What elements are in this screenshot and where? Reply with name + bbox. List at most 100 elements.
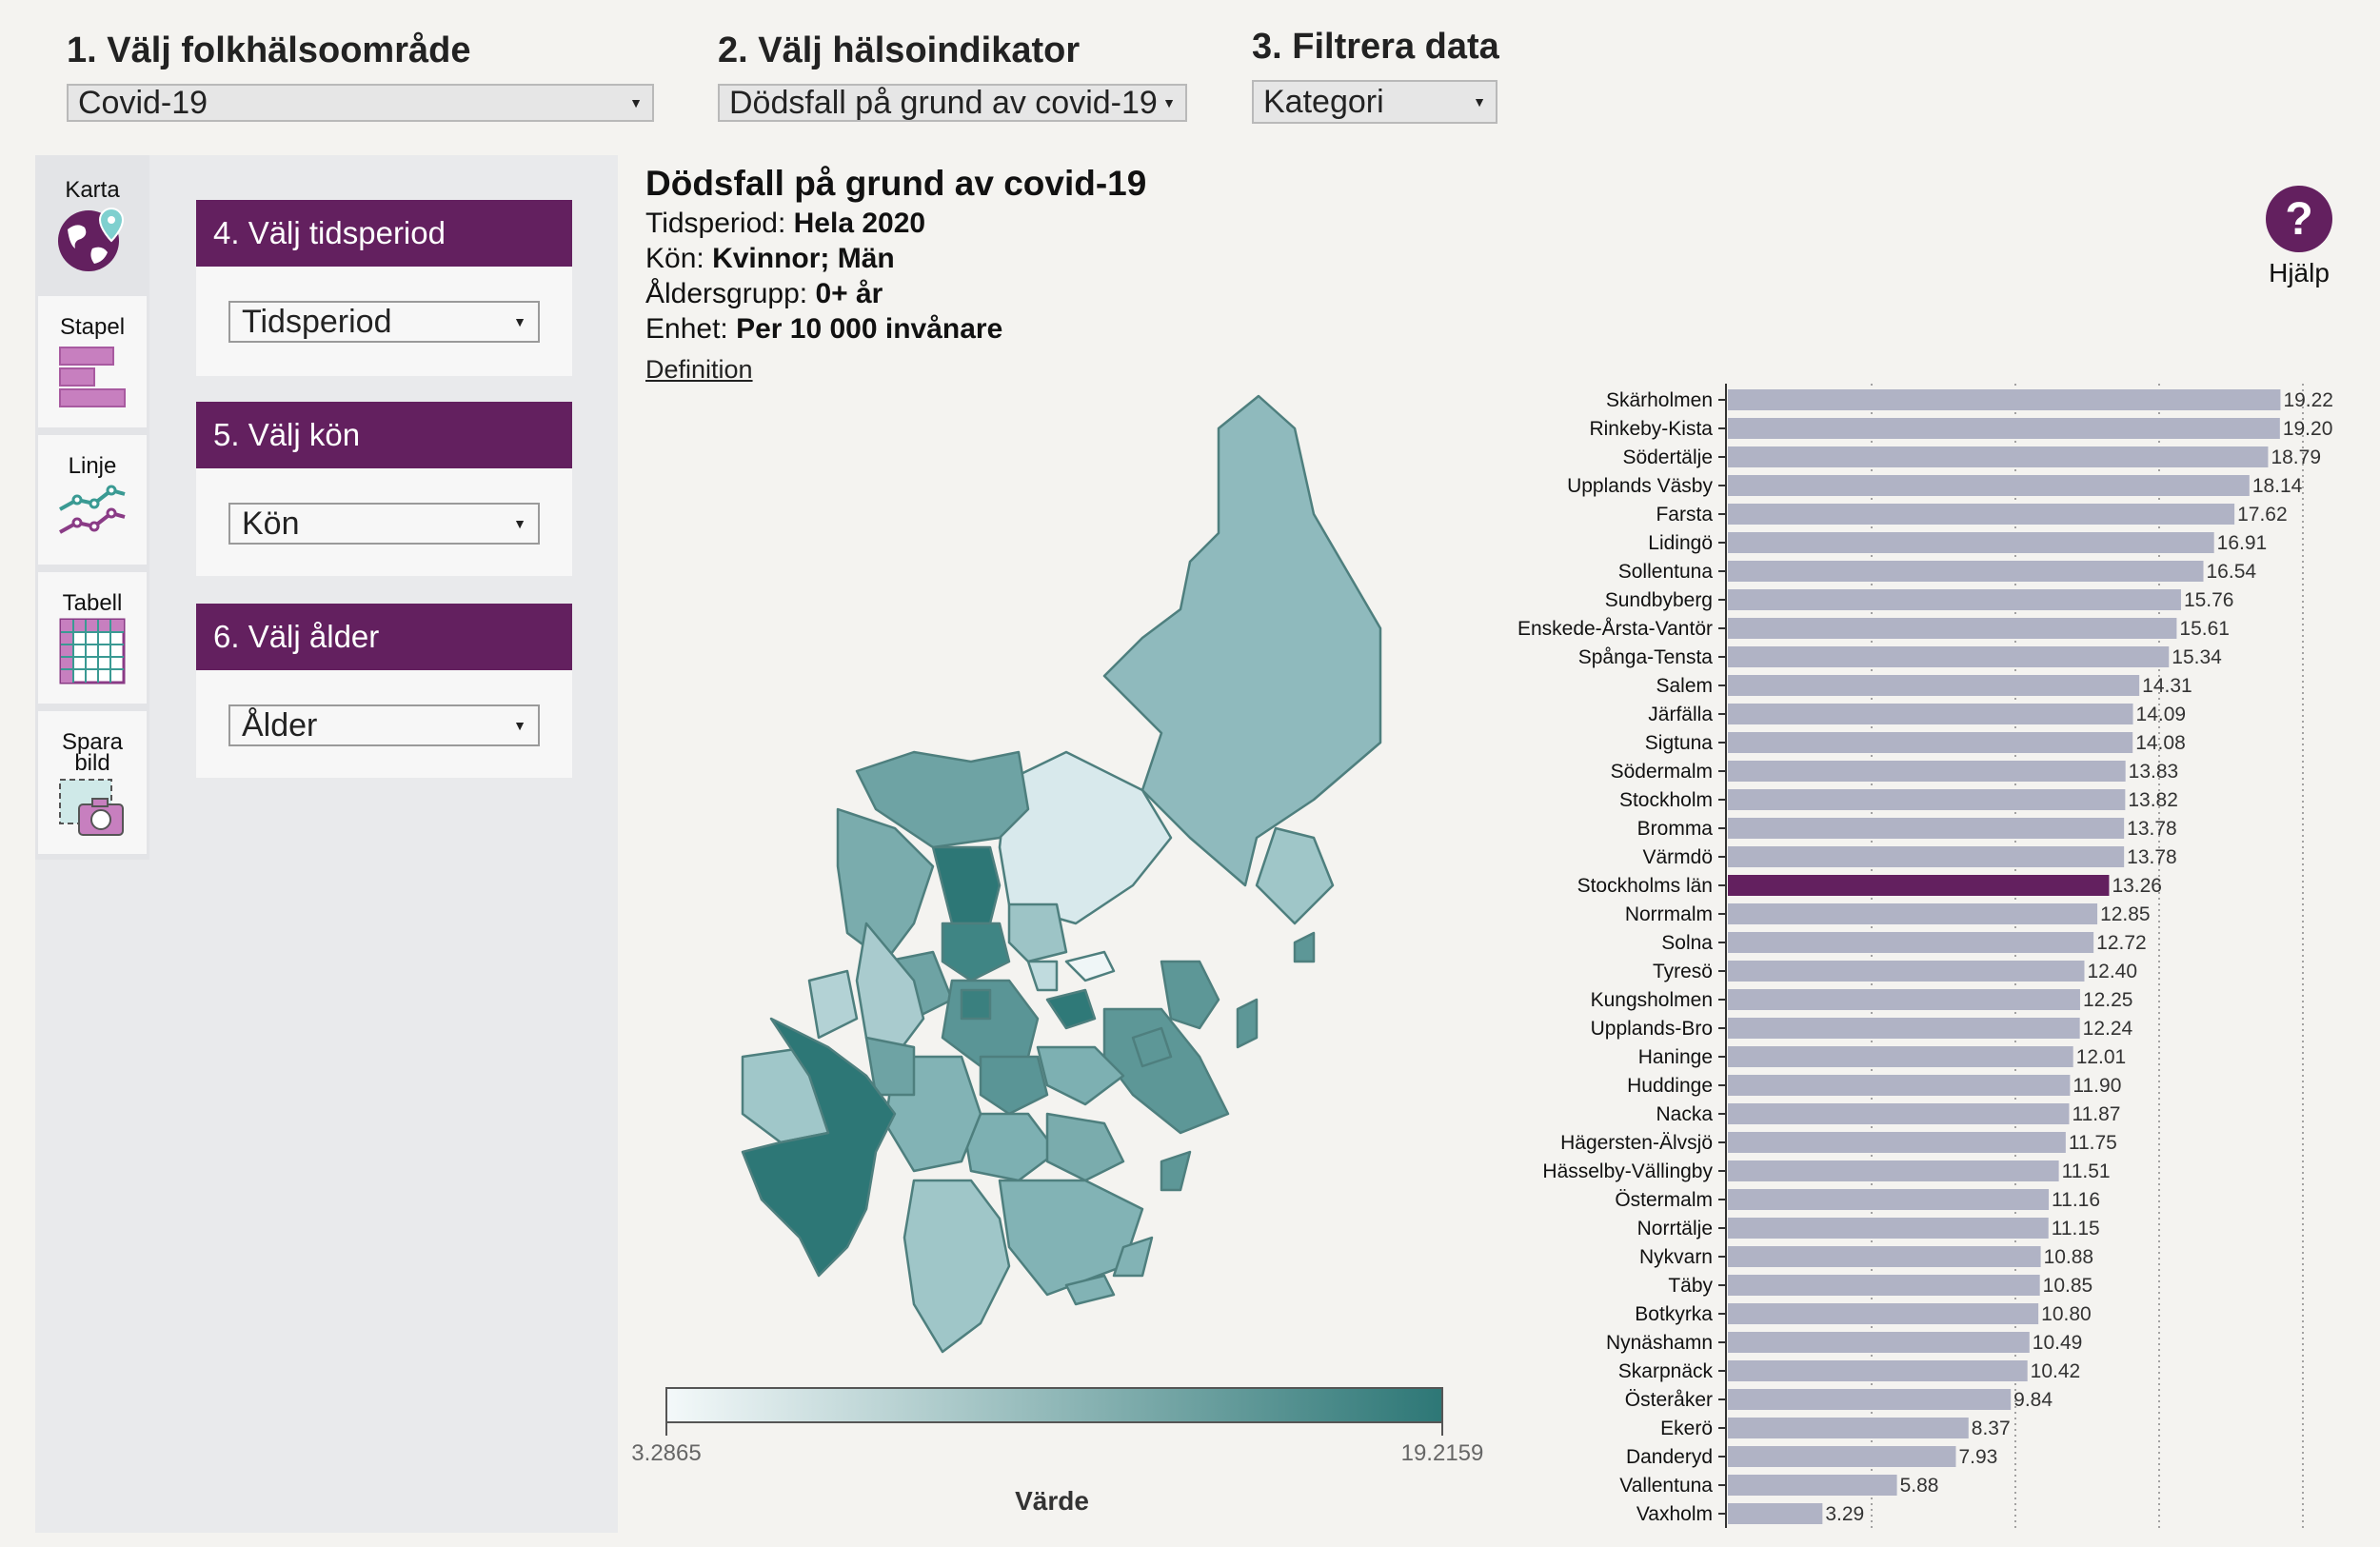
bar xyxy=(1728,1503,1823,1524)
filter-age-header: 6. Välj ålder xyxy=(196,604,572,670)
value-label: 14.09 xyxy=(2136,704,2187,725)
info-period: Tidsperiod: Hela 2020 xyxy=(645,208,925,240)
category-label: Skarpnäck xyxy=(1618,1360,1714,1382)
filter-period-header: 4. Välj tidsperiod xyxy=(196,200,572,267)
legend-gradient-bar xyxy=(665,1387,1443,1423)
map-region-norrtalje xyxy=(1102,394,1382,887)
sex-select[interactable]: Kön ▼ xyxy=(228,503,540,545)
category-label: Sundbyberg xyxy=(1605,589,1713,611)
tool-line[interactable]: Linje xyxy=(38,435,147,565)
tool-table[interactable]: Tabell xyxy=(38,572,147,704)
dropdown-arrow-icon: ▼ xyxy=(513,516,526,531)
value-label: 14.08 xyxy=(2135,732,2186,754)
bar xyxy=(1728,903,2098,924)
category-label: Vallentuna xyxy=(1619,1475,1713,1497)
public-health-area-select[interactable]: Covid-19 ▼ xyxy=(67,84,654,122)
value-label: 19.22 xyxy=(2283,389,2333,411)
value-label: 11.90 xyxy=(2073,1075,2121,1097)
info-age: Åldersgrupp: 0+ år xyxy=(645,278,883,310)
value-label: 13.83 xyxy=(2129,761,2179,783)
legend-title: Värde xyxy=(1015,1486,1089,1516)
legend-max-label: 19.2159 xyxy=(1401,1440,1484,1466)
bar xyxy=(1728,646,2170,667)
filter-data-select[interactable]: Kategori ▼ xyxy=(1252,80,1497,124)
bar xyxy=(1728,1389,2012,1410)
value-label: 11.87 xyxy=(2072,1103,2120,1125)
bar xyxy=(1728,618,2177,639)
category-label: Bromma xyxy=(1637,818,1714,840)
dropdown-arrow-icon: ▼ xyxy=(1162,95,1176,110)
definition-link[interactable]: Definition xyxy=(645,355,753,384)
category-label: Vaxholm xyxy=(1636,1503,1713,1525)
category-label: Sigtuna xyxy=(1645,732,1714,754)
bar xyxy=(1728,561,2204,582)
map-region-osteraker xyxy=(1255,826,1335,925)
help-button[interactable]: ? Hjälp xyxy=(2266,186,2332,288)
value-label: 10.42 xyxy=(2031,1360,2081,1382)
map-region-nynashamn xyxy=(902,1179,1011,1354)
step2-title: 2. Välj hälsoindikator xyxy=(718,30,1081,70)
info-age-value: 0+ år xyxy=(815,278,883,309)
category-label: Salem xyxy=(1656,675,1713,697)
bar xyxy=(1728,1103,2070,1124)
value-label: 17.62 xyxy=(2237,504,2288,526)
value-label: 13.26 xyxy=(2112,875,2162,897)
map-region-island5 xyxy=(1112,1236,1154,1278)
tool-line-label: Linje xyxy=(68,453,117,479)
bar xyxy=(1728,989,2080,1010)
tool-map[interactable]: Karta xyxy=(38,155,147,288)
map-region-taby xyxy=(1007,902,1068,963)
age-select[interactable]: Ålder ▼ xyxy=(228,704,540,746)
value-label: 16.91 xyxy=(2217,532,2268,554)
category-label: Värmdö xyxy=(1642,846,1713,868)
info-period-label: Tidsperiod: xyxy=(645,208,786,239)
choropleth-map[interactable] xyxy=(724,390,1390,1361)
tool-bar-label: Stapel xyxy=(59,314,126,340)
bar xyxy=(1728,475,2250,496)
info-unit-value: Per 10 000 invånare xyxy=(736,313,1003,345)
value-label: 12.24 xyxy=(2083,1018,2133,1040)
table-icon xyxy=(59,618,126,684)
tool-table-label: Tabell xyxy=(62,590,123,616)
map-region-salem xyxy=(864,1036,916,1097)
color-legend: 3.2865 19.2159 Värde xyxy=(631,1387,1484,1516)
category-label: Nacka xyxy=(1656,1103,1713,1125)
map-region-solna xyxy=(960,988,992,1021)
value-label: 5.88 xyxy=(1900,1475,1939,1497)
category-label: Upplands-Bro xyxy=(1591,1018,1713,1040)
dropdown-arrow-icon: ▼ xyxy=(1473,94,1486,109)
map-region-varmdo-island xyxy=(1160,960,1220,1030)
info-sex-value: Kvinnor; Män xyxy=(712,243,895,274)
tool-save-image[interactable]: Spara bild xyxy=(38,711,147,854)
tool-bar[interactable]: Stapel xyxy=(38,296,147,427)
category-label: Stockholms län xyxy=(1577,875,1713,897)
period-select[interactable]: Tidsperiod ▼ xyxy=(228,301,540,343)
category-label: Rinkeby-Kista xyxy=(1589,418,1713,440)
bar xyxy=(1728,446,2269,467)
bar xyxy=(1728,418,2280,439)
value-label: 8.37 xyxy=(1972,1418,2011,1439)
line-chart-icon xyxy=(59,485,126,534)
category-label: Norrtälje xyxy=(1637,1218,1713,1240)
value-label: 13.82 xyxy=(2128,789,2178,811)
health-indicator-select[interactable]: Dödsfall på grund av covid-19 ▼ xyxy=(718,84,1187,122)
filter-data-value: Kategori xyxy=(1263,83,1384,120)
public-health-area-value: Covid-19 xyxy=(78,84,208,121)
info-unit: Enhet: Per 10 000 invånare xyxy=(645,313,1002,346)
camera-icon xyxy=(59,779,124,836)
map-region-island1 xyxy=(1131,1026,1173,1068)
category-label: Enskede-Årsta-Vantör xyxy=(1517,618,1713,640)
map-region-upplands-bro xyxy=(836,807,935,963)
map-region-tyreso xyxy=(1045,1112,1125,1182)
category-label: Hässelby-Vällingby xyxy=(1542,1160,1713,1182)
bar xyxy=(1728,1218,2049,1239)
value-label: 12.85 xyxy=(2100,903,2151,925)
category-label: Nynäshamn xyxy=(1606,1332,1713,1354)
category-label: Norrmalm xyxy=(1625,903,1713,925)
map-region-sollentuna xyxy=(941,922,1011,982)
step1-title: 1. Välj folkhälsoområde xyxy=(67,30,471,70)
value-label: 15.34 xyxy=(2172,646,2222,668)
category-label: Ekerö xyxy=(1660,1418,1713,1439)
category-label: Huddinge xyxy=(1627,1075,1713,1097)
bar xyxy=(1728,1075,2071,1096)
